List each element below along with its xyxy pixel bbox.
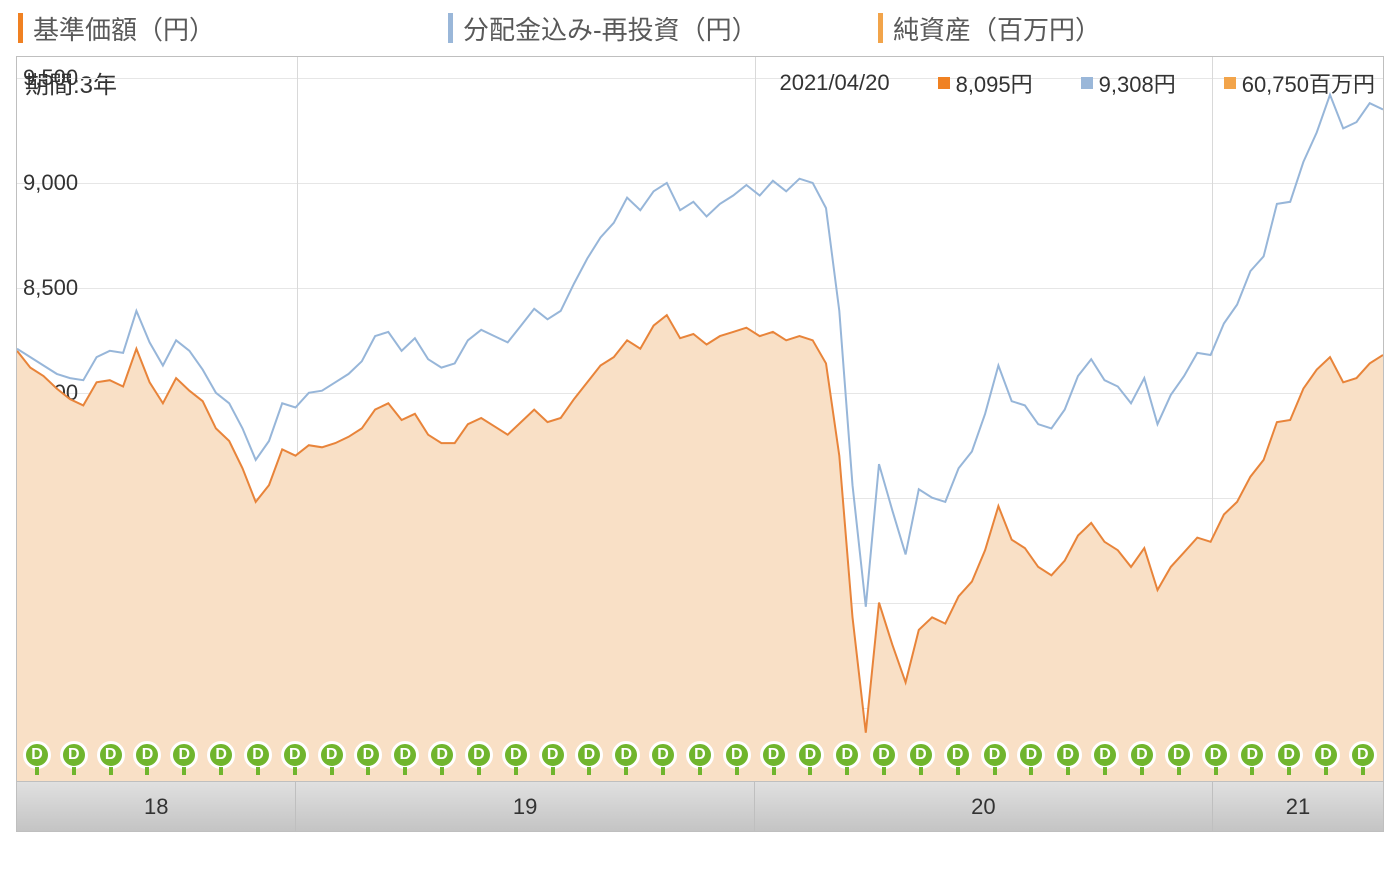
distribution-marker[interactable]: D [244, 741, 272, 775]
distribution-marker[interactable]: D [870, 741, 898, 775]
distribution-marker[interactable]: D [1054, 741, 1082, 775]
chart-plot-area[interactable]: 期間:3年 6,5007,0007,5008,0008,5009,0009,50… [16, 56, 1384, 782]
distribution-marker[interactable]: D [97, 741, 125, 775]
distribution-marker[interactable]: D [1202, 741, 1230, 775]
distribution-marker[interactable]: D [1017, 741, 1045, 775]
distribution-marker[interactable]: D [502, 741, 530, 775]
readout-date: 2021/04/20 [779, 70, 889, 96]
distribution-marker[interactable]: D [649, 741, 677, 775]
distribution-marker[interactable]: D [391, 741, 419, 775]
distribution-marker[interactable]: D [465, 741, 493, 775]
distribution-marker[interactable]: D [760, 741, 788, 775]
color-swatch-icon [938, 77, 950, 89]
distribution-marker[interactable]: D [318, 741, 346, 775]
readout-value: 60,750百万円 [1242, 67, 1375, 99]
distribution-marker[interactable]: D [170, 741, 198, 775]
distribution-markers: DDDDDDDDDDDDDDDDDDDDDDDDDDDDDDDDDDDDD [17, 741, 1383, 777]
value-readout: 2021/04/20 8,095円 9,308円 60,750百万円 [779, 67, 1375, 99]
readout-nav: 8,095円 [938, 67, 1033, 99]
color-swatch-icon [1081, 77, 1093, 89]
distribution-marker[interactable]: D [1238, 741, 1266, 775]
legend-top-item-assets: 純資産（百万円） [878, 10, 1278, 47]
distribution-marker[interactable]: D [1091, 741, 1119, 775]
series-lines [17, 57, 1383, 781]
distribution-marker[interactable]: D [133, 741, 161, 775]
legend-top-item-reinvest: 分配金込み-再投資（円） [448, 10, 878, 47]
distribution-marker[interactable]: D [686, 741, 714, 775]
series-nav-area [17, 57, 1383, 781]
distribution-marker[interactable]: D [354, 741, 382, 775]
readout-assets: 60,750百万円 [1224, 67, 1375, 99]
x-axis-segment: 19 [296, 782, 754, 832]
distribution-marker[interactable]: D [907, 741, 935, 775]
distribution-marker[interactable]: D [60, 741, 88, 775]
distribution-marker[interactable]: D [981, 741, 1009, 775]
distribution-marker[interactable]: D [1312, 741, 1340, 775]
distribution-marker[interactable]: D [1128, 741, 1156, 775]
distribution-marker[interactable]: D [207, 741, 235, 775]
x-axis-segment: 21 [1213, 782, 1384, 832]
legend-bar-icon [18, 13, 23, 43]
color-swatch-icon [1224, 77, 1236, 89]
distribution-marker[interactable]: D [281, 741, 309, 775]
distribution-marker[interactable]: D [1349, 741, 1377, 775]
distribution-marker[interactable]: D [1275, 741, 1303, 775]
distribution-marker[interactable]: D [23, 741, 51, 775]
readout-value: 8,095円 [956, 67, 1033, 99]
legend-bar-icon [448, 13, 453, 43]
distribution-marker[interactable]: D [796, 741, 824, 775]
legend-top-item-nav: 基準価額（円） [18, 10, 448, 47]
readout-reinvest: 9,308円 [1081, 67, 1176, 99]
legend-top: 基準価額（円） 分配金込み-再投資（円） 純資産（百万円） [0, 0, 1400, 56]
fund-chart: 基準価額（円） 分配金込み-再投資（円） 純資産（百万円） 期間:3年 6,50… [0, 0, 1400, 870]
distribution-marker[interactable]: D [539, 741, 567, 775]
distribution-marker[interactable]: D [428, 741, 456, 775]
x-axis-segment: 18 [16, 782, 296, 832]
legend-label: 分配金込み-再投資（円） [463, 10, 758, 47]
distribution-marker[interactable]: D [944, 741, 972, 775]
x-axis-band: 18192021 [16, 782, 1384, 832]
distribution-marker[interactable]: D [833, 741, 861, 775]
distribution-marker[interactable]: D [1165, 741, 1193, 775]
legend-bar-icon [878, 13, 883, 43]
distribution-marker[interactable]: D [723, 741, 751, 775]
legend-label: 基準価額（円） [33, 10, 215, 47]
distribution-marker[interactable]: D [612, 741, 640, 775]
x-axis-segment: 20 [755, 782, 1213, 832]
distribution-marker[interactable]: D [575, 741, 603, 775]
legend-label: 純資産（百万円） [893, 10, 1101, 47]
readout-value: 9,308円 [1099, 67, 1176, 99]
